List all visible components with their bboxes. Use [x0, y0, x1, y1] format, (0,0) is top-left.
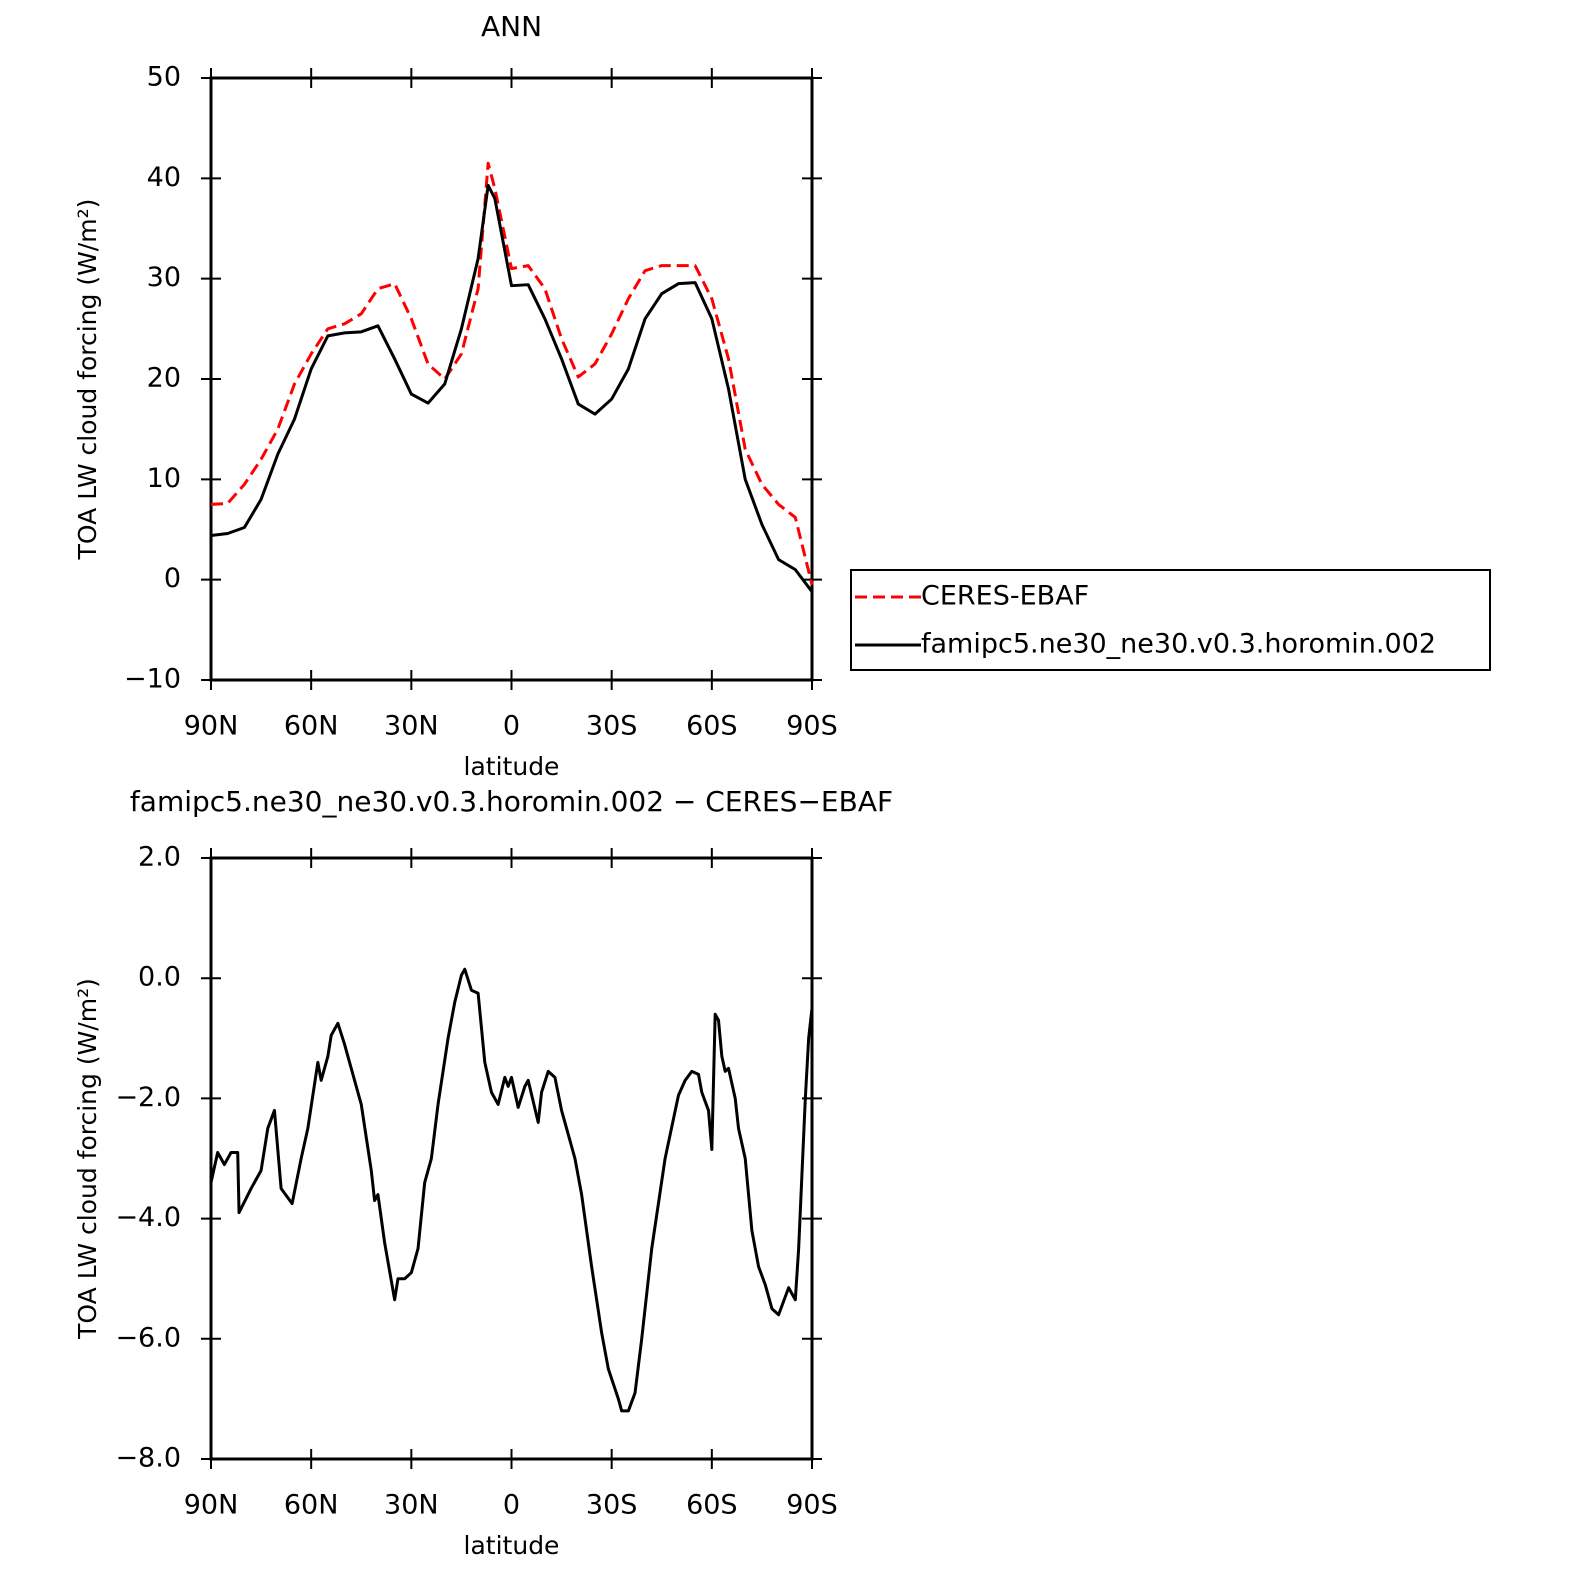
- x-tick-label: 30N: [384, 1490, 439, 1521]
- y-tick-label: −6.0: [115, 1322, 181, 1353]
- y-tick-label: 40: [147, 162, 181, 193]
- y-tick-label: −4.0: [115, 1202, 181, 1233]
- y-tick-label: 30: [147, 262, 181, 293]
- legend-box: [850, 569, 1491, 671]
- x-tick-label: 60N: [284, 1490, 339, 1521]
- y-tick-label: −10: [124, 664, 181, 695]
- x-tick-label: 90S: [786, 1490, 838, 1521]
- y-tick-label: 0: [164, 563, 181, 594]
- x-tick-label: 60S: [686, 1490, 738, 1521]
- y-tick-label: 0.0: [138, 962, 181, 993]
- x-tick-label: 0: [503, 1490, 520, 1521]
- data-line: [210, 183, 814, 593]
- x-tick-label: 30S: [586, 711, 638, 742]
- legend-label: CERES-EBAF: [921, 581, 1089, 612]
- y-axis-label: TOA LW cloud forcing (W/m²): [73, 199, 102, 561]
- y-tick-label: −2.0: [115, 1082, 181, 1113]
- x-tick-label: 90S: [786, 711, 838, 742]
- y-tick-label: 20: [147, 363, 181, 394]
- x-tick-label: 60S: [686, 711, 738, 742]
- data-line: [210, 161, 814, 586]
- x-axis-label: latitude: [464, 1531, 560, 1560]
- x-tick-label: 0: [503, 711, 520, 742]
- x-tick-label: 30N: [384, 711, 439, 742]
- plot-frame: [209, 76, 814, 682]
- y-tick-label: 10: [147, 463, 181, 494]
- legend-label: famipc5.ne30_ne30.v0.3.horomin.002: [921, 629, 1436, 660]
- x-tick-label: 90N: [184, 711, 239, 742]
- chart-title: famipc5.ne30_ne30.v0.3.horomin.002 − CER…: [130, 785, 893, 818]
- x-tick-label: 90N: [184, 1490, 239, 1521]
- plot-frame: [209, 856, 814, 1461]
- y-tick-label: −8.0: [115, 1443, 181, 1474]
- chart-title: ANN: [481, 10, 542, 43]
- y-tick-label: 2.0: [138, 842, 181, 873]
- x-tick-label: 60N: [284, 711, 339, 742]
- x-tick-label: 30S: [586, 1490, 638, 1521]
- x-axis-label: latitude: [464, 752, 560, 781]
- data-line: [209, 967, 814, 1413]
- y-tick-label: 50: [147, 62, 181, 93]
- y-axis-label: TOA LW cloud forcing (W/m²): [73, 978, 102, 1340]
